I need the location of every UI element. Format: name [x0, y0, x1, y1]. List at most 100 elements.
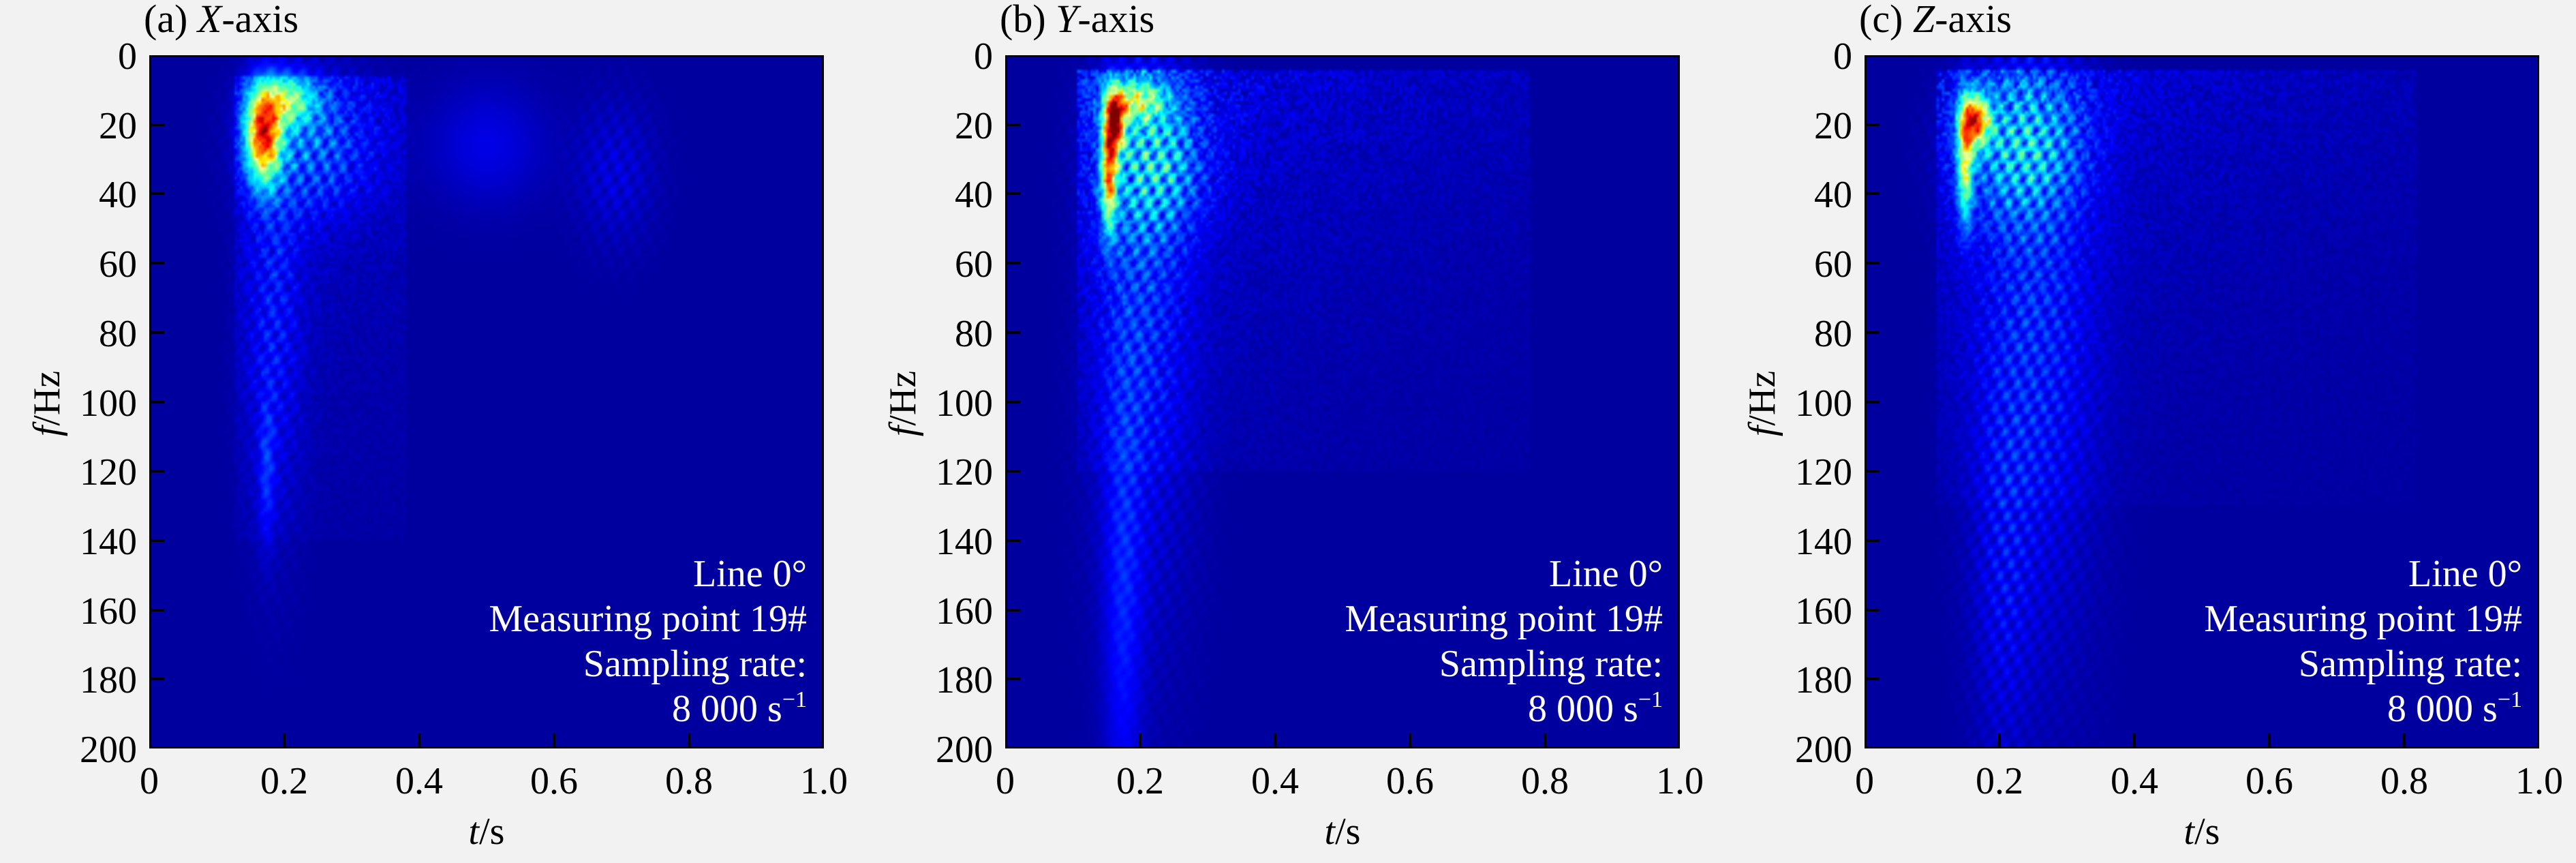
- y-label-unit: /Hz: [1741, 370, 1783, 426]
- annotation: Line 0° Measuring point 19# Sampling rat…: [489, 551, 807, 731]
- annotation-rate-value: 8 000 s−1: [1345, 686, 1663, 731]
- y-tick-label: 80: [1814, 312, 1852, 355]
- y-tick-mark: [149, 331, 164, 334]
- rate-exponent: −1: [2497, 687, 2522, 712]
- x-tick-label: 0.2: [1976, 760, 2023, 802]
- y-tick-label: 40: [99, 174, 137, 217]
- rate-exponent: −1: [1638, 687, 1663, 712]
- x-axis-label: t/s: [418, 810, 555, 853]
- y-tick-mark: [149, 470, 164, 473]
- y-tick-mark: [149, 192, 164, 196]
- y-tick-label: 0: [974, 35, 993, 78]
- x-tick-label: 0.4: [395, 760, 443, 802]
- y-tick-label: 100: [80, 382, 137, 425]
- annotation: Line 0° Measuring point 19# Sampling rat…: [2204, 551, 2522, 731]
- title-suffix: -axis: [221, 0, 299, 41]
- x-axis-label: t/s: [2134, 810, 2270, 853]
- y-tick-mark: [1005, 470, 1020, 473]
- x-tick-label: 1.0: [800, 760, 848, 802]
- annotation-point: Measuring point 19#: [2204, 598, 2522, 640]
- x-tick-mark: [1274, 733, 1276, 748]
- heatmap-image: [151, 57, 822, 746]
- annotation-line: Line 0°: [2408, 553, 2522, 595]
- y-tick-label: 200: [1795, 729, 1852, 771]
- x-label-unit: /s: [479, 811, 505, 853]
- x-tick-label: 0.8: [665, 760, 713, 802]
- y-tick-mark: [149, 123, 164, 126]
- annotation-rate-value: 8 000 s−1: [489, 686, 807, 731]
- y-tick-mark: [1865, 678, 1880, 681]
- annotation-line: Line 0°: [1548, 553, 1663, 595]
- panel-label: (b): [1000, 0, 1046, 41]
- x-tick-mark: [283, 733, 286, 748]
- y-tick-label: 180: [80, 659, 137, 702]
- title-axis-var: X: [197, 0, 222, 41]
- x-axis-label: t/s: [1274, 810, 1411, 853]
- x-label-var: t: [2183, 811, 2195, 853]
- annotation-rate-value: 8 000 s−1: [2204, 686, 2522, 731]
- y-tick-label: 20: [955, 104, 993, 147]
- y-tick-mark: [1005, 123, 1020, 126]
- y-tick-label: 0: [118, 35, 137, 78]
- x-tick-mark: [2268, 733, 2271, 748]
- y-tick-label: 200: [936, 729, 993, 771]
- y-tick-label: 40: [1814, 174, 1852, 217]
- x-tick-mark: [1544, 733, 1546, 748]
- y-tick-mark: [1865, 123, 1880, 126]
- title-suffix: -axis: [1935, 0, 2012, 41]
- annotation-rate-label: Sampling rate:: [1439, 643, 1663, 685]
- x-tick-label: 0.6: [2245, 760, 2293, 802]
- annotation-rate-label: Sampling rate:: [583, 643, 807, 685]
- y-tick-mark: [1005, 262, 1020, 265]
- heatmap-image: [1867, 57, 2537, 746]
- title-axis-var: Z: [1912, 0, 1935, 41]
- y-tick-label: 180: [936, 659, 993, 702]
- y-tick-mark: [1005, 539, 1020, 542]
- annotation-line: Line 0°: [692, 553, 807, 595]
- heatmap-plot-area: Line 0° Measuring point 19# Sampling rat…: [1005, 55, 1680, 748]
- x-tick-label: 0.8: [1521, 760, 1569, 802]
- x-tick-mark: [1409, 733, 1411, 748]
- y-tick-mark: [149, 539, 164, 542]
- y-tick-label: 20: [99, 104, 137, 147]
- title-suffix: -axis: [1077, 0, 1155, 41]
- y-tick-label: 160: [936, 590, 993, 633]
- rate-value: 8 000 s: [672, 688, 782, 730]
- y-tick-label: 80: [99, 312, 137, 355]
- x-tick-mark: [2403, 733, 2406, 748]
- x-tick-label: 0.4: [2111, 760, 2158, 802]
- x-tick-mark: [2133, 733, 2136, 748]
- y-tick-label: 0: [1833, 35, 1852, 78]
- y-tick-mark: [149, 400, 164, 404]
- panel-label: (c): [1859, 0, 1903, 41]
- x-label-var: t: [468, 811, 480, 853]
- annotation: Line 0° Measuring point 19# Sampling rat…: [1345, 551, 1663, 731]
- y-tick-mark: [1005, 331, 1020, 334]
- x-tick-label: 0: [996, 760, 1015, 802]
- x-tick-label: 0.4: [1251, 760, 1299, 802]
- y-tick-label: 160: [80, 590, 137, 633]
- y-tick-label: 100: [1795, 382, 1852, 425]
- heatmap-plot-area: Line 0° Measuring point 19# Sampling rat…: [1865, 55, 2539, 748]
- y-tick-label: 120: [936, 451, 993, 494]
- rate-value: 8 000 s: [1528, 688, 1638, 730]
- y-tick-mark: [1865, 608, 1880, 611]
- y-tick-mark: [1005, 192, 1020, 196]
- y-tick-label: 140: [1795, 520, 1852, 563]
- x-label-var: t: [1324, 811, 1336, 853]
- annotation-point: Measuring point 19#: [489, 598, 807, 640]
- y-tick-label: 100: [936, 382, 993, 425]
- x-label-unit: /s: [1335, 811, 1361, 853]
- y-tick-mark: [1005, 678, 1020, 681]
- y-tick-label: 60: [99, 243, 137, 286]
- y-tick-mark: [149, 608, 164, 611]
- x-tick-label: 0: [140, 760, 159, 802]
- y-tick-mark: [1865, 331, 1880, 334]
- heatmap-image: [1007, 57, 1678, 746]
- x-tick-mark: [1139, 733, 1141, 748]
- panel-title: (c) Z-axis: [1859, 0, 2012, 42]
- panel-title: (b) Y-axis: [1000, 0, 1154, 42]
